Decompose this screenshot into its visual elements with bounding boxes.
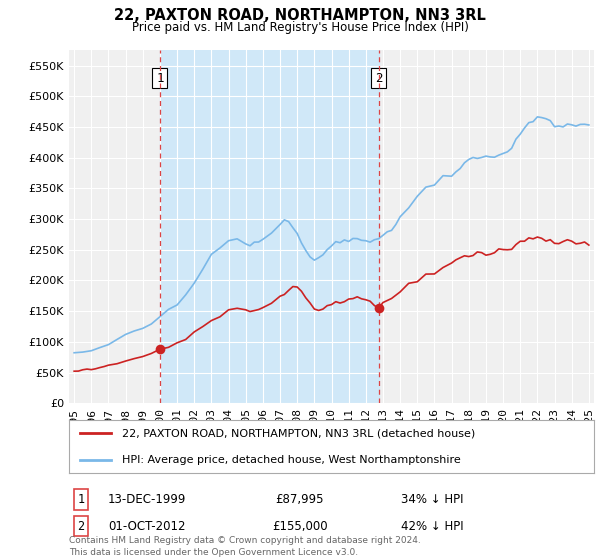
Text: 13-DEC-1999: 13-DEC-1999 — [108, 493, 186, 506]
Text: 01-OCT-2012: 01-OCT-2012 — [108, 520, 186, 533]
Text: 22, PAXTON ROAD, NORTHAMPTON, NN3 3RL (detached house): 22, PAXTON ROAD, NORTHAMPTON, NN3 3RL (d… — [121, 428, 475, 438]
Text: 42% ↓ HPI: 42% ↓ HPI — [401, 520, 463, 533]
Text: 22, PAXTON ROAD, NORTHAMPTON, NN3 3RL: 22, PAXTON ROAD, NORTHAMPTON, NN3 3RL — [114, 8, 486, 24]
Text: Contains HM Land Registry data © Crown copyright and database right 2024.
This d: Contains HM Land Registry data © Crown c… — [69, 536, 421, 557]
Text: 2: 2 — [375, 72, 382, 85]
Text: 1: 1 — [156, 72, 164, 85]
Text: £155,000: £155,000 — [272, 520, 328, 533]
Text: £87,995: £87,995 — [276, 493, 324, 506]
Bar — [160, 50, 379, 403]
Text: HPI: Average price, detached house, West Northamptonshire: HPI: Average price, detached house, West… — [121, 455, 460, 465]
Text: Price paid vs. HM Land Registry's House Price Index (HPI): Price paid vs. HM Land Registry's House … — [131, 21, 469, 34]
Text: 34% ↓ HPI: 34% ↓ HPI — [401, 493, 463, 506]
Text: 1: 1 — [77, 493, 85, 506]
Text: 2: 2 — [77, 520, 85, 533]
